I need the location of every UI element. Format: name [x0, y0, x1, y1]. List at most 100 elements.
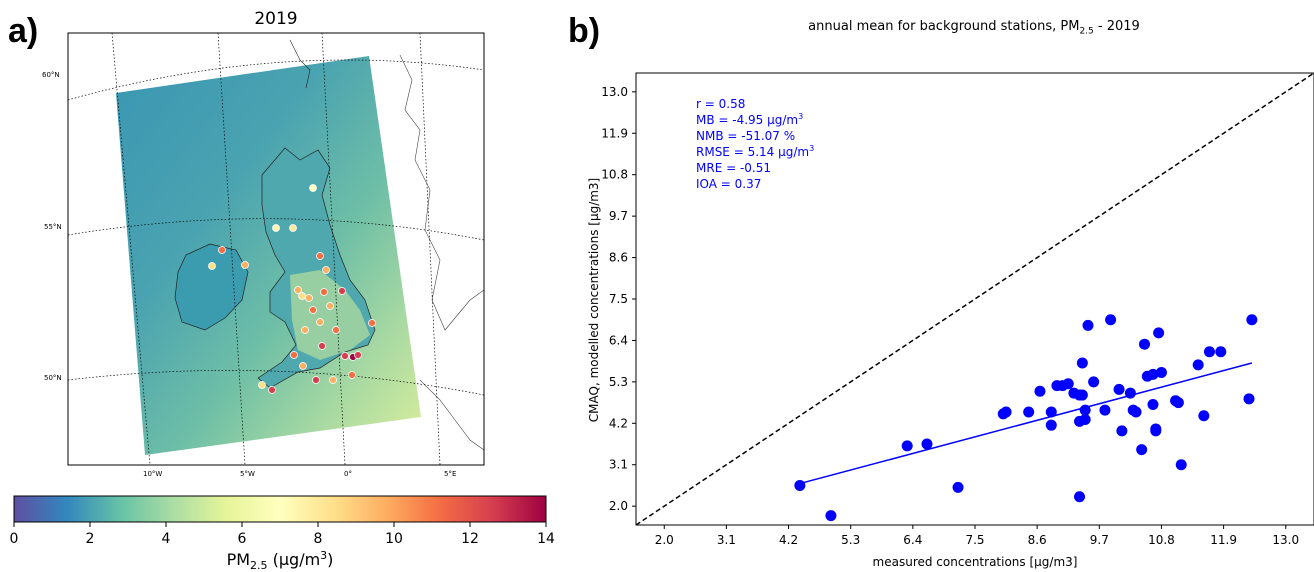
x-tick-label: 9.7 — [1090, 533, 1109, 547]
y-tick-label: 7.5 — [609, 292, 628, 306]
stat-mre: MRE = -0.51 — [696, 161, 771, 175]
x-tick-label: 13.0 — [1272, 533, 1299, 547]
data-point — [1074, 491, 1086, 503]
model-domain-field — [116, 56, 421, 455]
y-tick-label: 3.1 — [609, 458, 628, 472]
y-tick-label: 10.8 — [601, 168, 628, 182]
data-point — [1172, 397, 1184, 409]
map-title: 2019 — [254, 9, 298, 29]
colorbar-label: PM2.5 (μg/m3) — [227, 549, 334, 572]
panel-b-letter: b) — [568, 12, 601, 50]
colorbar-ticks: 0 2 4 6 8 10 12 14 — [10, 522, 555, 547]
data-point — [1147, 398, 1159, 410]
x-axis-ticks: 2.0 3.1 4.2 5.3 6.4 7.5 8.6 9.7 10.8 11.9 13.0 — [655, 525, 1299, 547]
lon-label-10w: 10°W — [143, 470, 162, 478]
x-tick-label: 11.9 — [1210, 533, 1237, 547]
stat-nmb: NMB = -51.07 % — [696, 129, 795, 143]
ireland-land — [174, 243, 249, 331]
x-tick-label: 6.4 — [903, 533, 922, 547]
lat-label-55: 55°N — [44, 223, 62, 231]
england-field — [290, 270, 370, 360]
data-point — [1034, 385, 1046, 397]
data-point — [794, 479, 806, 491]
data-point — [1079, 404, 1091, 416]
y-tick-label: 8.6 — [609, 251, 628, 265]
data-point — [1246, 314, 1258, 326]
stat-r: r = 0.58 — [696, 97, 745, 111]
data-point — [1076, 357, 1088, 369]
y-tick-label: 13.0 — [601, 85, 628, 99]
data-point — [1192, 359, 1204, 371]
data-point — [1215, 346, 1227, 358]
data-point — [1198, 410, 1210, 422]
scatter-points — [794, 314, 1258, 522]
colorbar-tick-label: 10 — [385, 531, 403, 547]
panel-a-letter: a) — [8, 12, 39, 50]
data-point — [1079, 414, 1091, 426]
y-tick-label: 2.0 — [609, 499, 628, 513]
scatter-plot-area — [635, 72, 1314, 526]
stats-box: r = 0.58 MB = -4.95 μg/m3 NMB = -51.07 %… — [696, 97, 814, 191]
data-point — [1136, 444, 1148, 456]
data-point — [1062, 378, 1074, 390]
y-tick-label: 5.3 — [609, 375, 628, 389]
lat-label-60: 60°N — [42, 71, 60, 79]
y-tick-label: 6.4 — [609, 333, 628, 347]
x-tick-label: 2.0 — [655, 533, 674, 547]
map-frame — [67, 32, 485, 466]
data-point — [1155, 366, 1167, 378]
data-point — [1076, 389, 1088, 401]
x-tick-label: 10.8 — [1148, 533, 1175, 547]
fit-line-segment — [799, 362, 1253, 485]
data-point — [1099, 404, 1111, 416]
y-tick-label: 11.9 — [601, 126, 628, 140]
data-point — [1203, 346, 1215, 358]
x-tick-label: 5.3 — [841, 533, 860, 547]
y-axis-label: CMAQ, modelled concentrations [μg/m3] — [587, 178, 601, 422]
data-point — [825, 510, 837, 522]
data-point — [901, 440, 913, 452]
y-tick-label: 9.7 — [609, 209, 628, 223]
graticule — [68, 33, 484, 465]
data-point — [1045, 419, 1057, 431]
x-tick-label: 7.5 — [965, 533, 984, 547]
colorbar — [13, 495, 547, 523]
continent-coast — [419, 379, 484, 451]
data-point — [1175, 459, 1187, 471]
colorbar-tick-label: 6 — [238, 531, 247, 547]
colorbar-tick-label: 14 — [537, 531, 555, 547]
data-point — [1082, 319, 1094, 331]
data-point — [921, 438, 933, 450]
x-tick-label: 8.6 — [1028, 533, 1047, 547]
shetland-coast — [289, 39, 311, 89]
data-point — [1153, 327, 1165, 339]
data-point — [1150, 425, 1162, 437]
data-point — [1088, 376, 1100, 388]
colorbar-tick-label: 0 — [10, 531, 19, 547]
data-point — [1124, 387, 1136, 399]
data-point — [1147, 368, 1159, 380]
data-point — [952, 481, 964, 493]
data-point — [1105, 314, 1117, 326]
scatter-title: annual mean for background stations, PM2… — [808, 19, 1140, 37]
y-tick-label: 4.2 — [609, 416, 628, 430]
stat-rmse: RMSE = 5.14 μg/m3 — [696, 144, 814, 159]
data-point — [1045, 406, 1057, 418]
norway-coast — [399, 54, 484, 331]
data-point — [1000, 406, 1012, 418]
colorbar-tick-label: 2 — [86, 531, 95, 547]
colorbar-tick-label: 4 — [162, 531, 171, 547]
data-point — [1023, 406, 1035, 418]
lon-label-5e: 5°E — [444, 470, 456, 478]
regression-line — [799, 362, 1253, 485]
colorbar-tick-label: 12 — [461, 531, 479, 547]
lon-label-5w: 5°W — [240, 470, 255, 478]
colorbar-tick-label: 8 — [314, 531, 323, 547]
lon-label-0: 0° — [344, 470, 352, 478]
x-axis-label: measured concentrations [μg/m3] — [873, 555, 1078, 569]
station-markers — [208, 184, 376, 394]
data-point — [1116, 425, 1128, 437]
data-point — [1130, 406, 1142, 418]
x-tick-label: 4.2 — [779, 533, 798, 547]
